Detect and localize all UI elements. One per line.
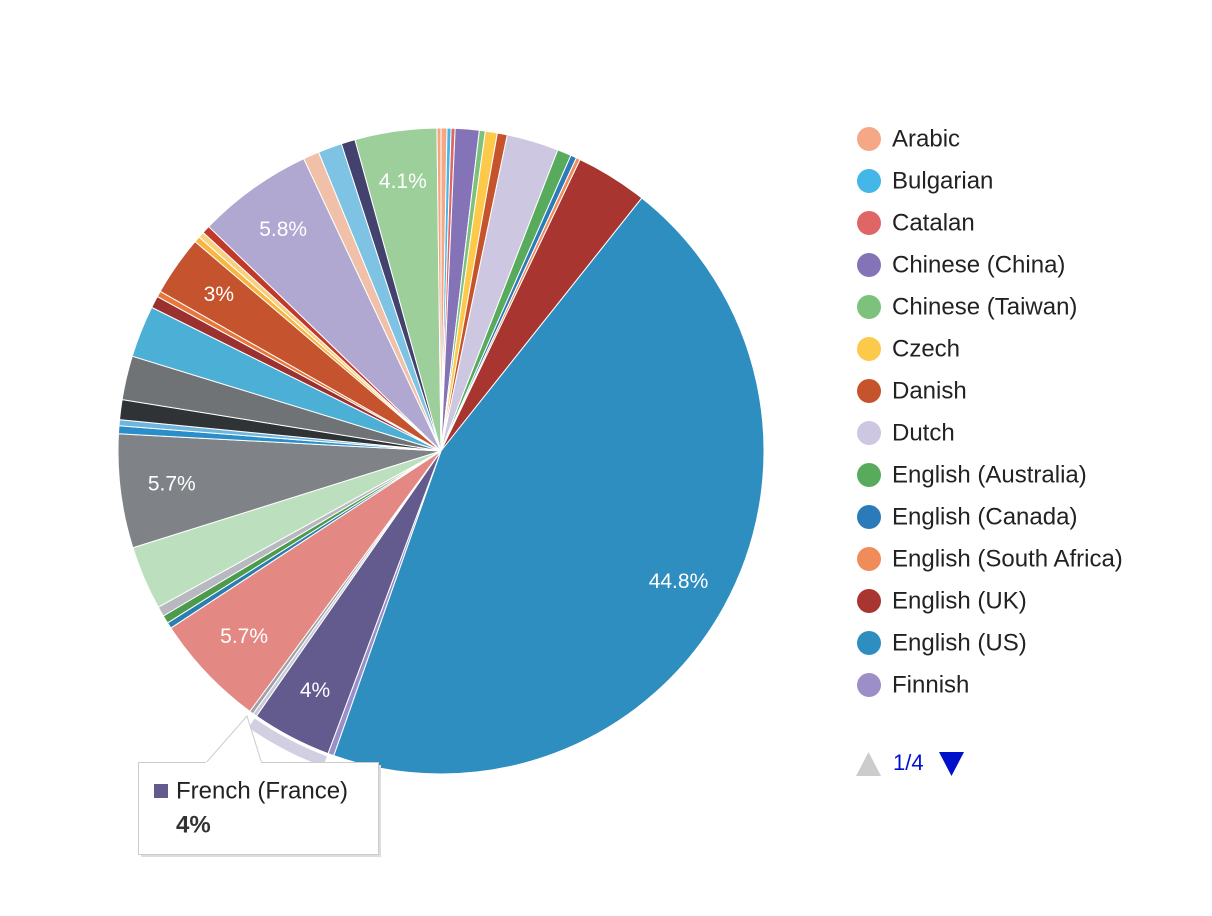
legend-label: English (Australia) [892, 461, 1087, 488]
tooltip-label: French (France) [176, 777, 348, 804]
legend-label: Danish [892, 377, 967, 404]
legend-swatch [857, 211, 881, 235]
legend-swatch [857, 673, 881, 697]
tooltip: French (France) 4% [138, 714, 381, 857]
legend-swatch [857, 421, 881, 445]
legend-label: Czech [892, 335, 960, 362]
legend-swatch [857, 463, 881, 487]
legend-label: English (South Africa) [892, 545, 1123, 572]
slice-label: 5.7% [148, 472, 196, 495]
legend-swatch [857, 547, 881, 571]
legend-swatch [857, 253, 881, 277]
slice-label: 4% [300, 679, 330, 702]
legend-label: Catalan [892, 209, 975, 236]
legend-label: English (UK) [892, 587, 1027, 614]
legend-swatch [857, 589, 881, 613]
legend-label: Finnish [892, 671, 969, 698]
tooltip-box [138, 762, 379, 855]
slice-label: 44.8% [649, 570, 709, 593]
legend-label: Bulgarian [892, 167, 993, 194]
legend-label: English (Canada) [892, 503, 1077, 530]
legend-prev[interactable] [856, 752, 881, 776]
legend-swatch [857, 127, 881, 151]
legend-page: 1/4 [893, 750, 924, 775]
slice-label: 5.8% [259, 218, 307, 241]
slice-label: 4.1% [379, 170, 427, 193]
legend-swatch [857, 337, 881, 361]
legend-swatch [857, 295, 881, 319]
slice-label: 5.7% [220, 625, 268, 648]
tooltip-swatch [154, 784, 168, 798]
slice-label: 3% [204, 283, 234, 306]
legend-label: Dutch [892, 419, 955, 446]
legend-label: Chinese (Taiwan) [892, 293, 1077, 320]
legend-swatch [857, 505, 881, 529]
legend-swatch [857, 379, 881, 403]
pie [117, 127, 765, 775]
legend-swatch [857, 169, 881, 193]
legend-label: Chinese (China) [892, 251, 1065, 278]
pie-slice [333, 197, 765, 775]
legend: Arabic Bulgarian Catalan Chinese (China) Chi… [856, 125, 1123, 776]
pie-slice [436, 127, 442, 452]
legend-label: English (US) [892, 629, 1027, 656]
tooltip-value: 4% [176, 811, 211, 838]
slice-labels: 44.8% 4% 5.7% 5.7% 3% 5.8% 4.1% [148, 170, 708, 702]
legend-label: Arabic [892, 125, 960, 152]
legend-swatch [857, 631, 881, 655]
tooltip-line-cover [206, 762, 261, 764]
legend-next[interactable] [939, 752, 964, 776]
slice-highlight [248, 718, 327, 767]
